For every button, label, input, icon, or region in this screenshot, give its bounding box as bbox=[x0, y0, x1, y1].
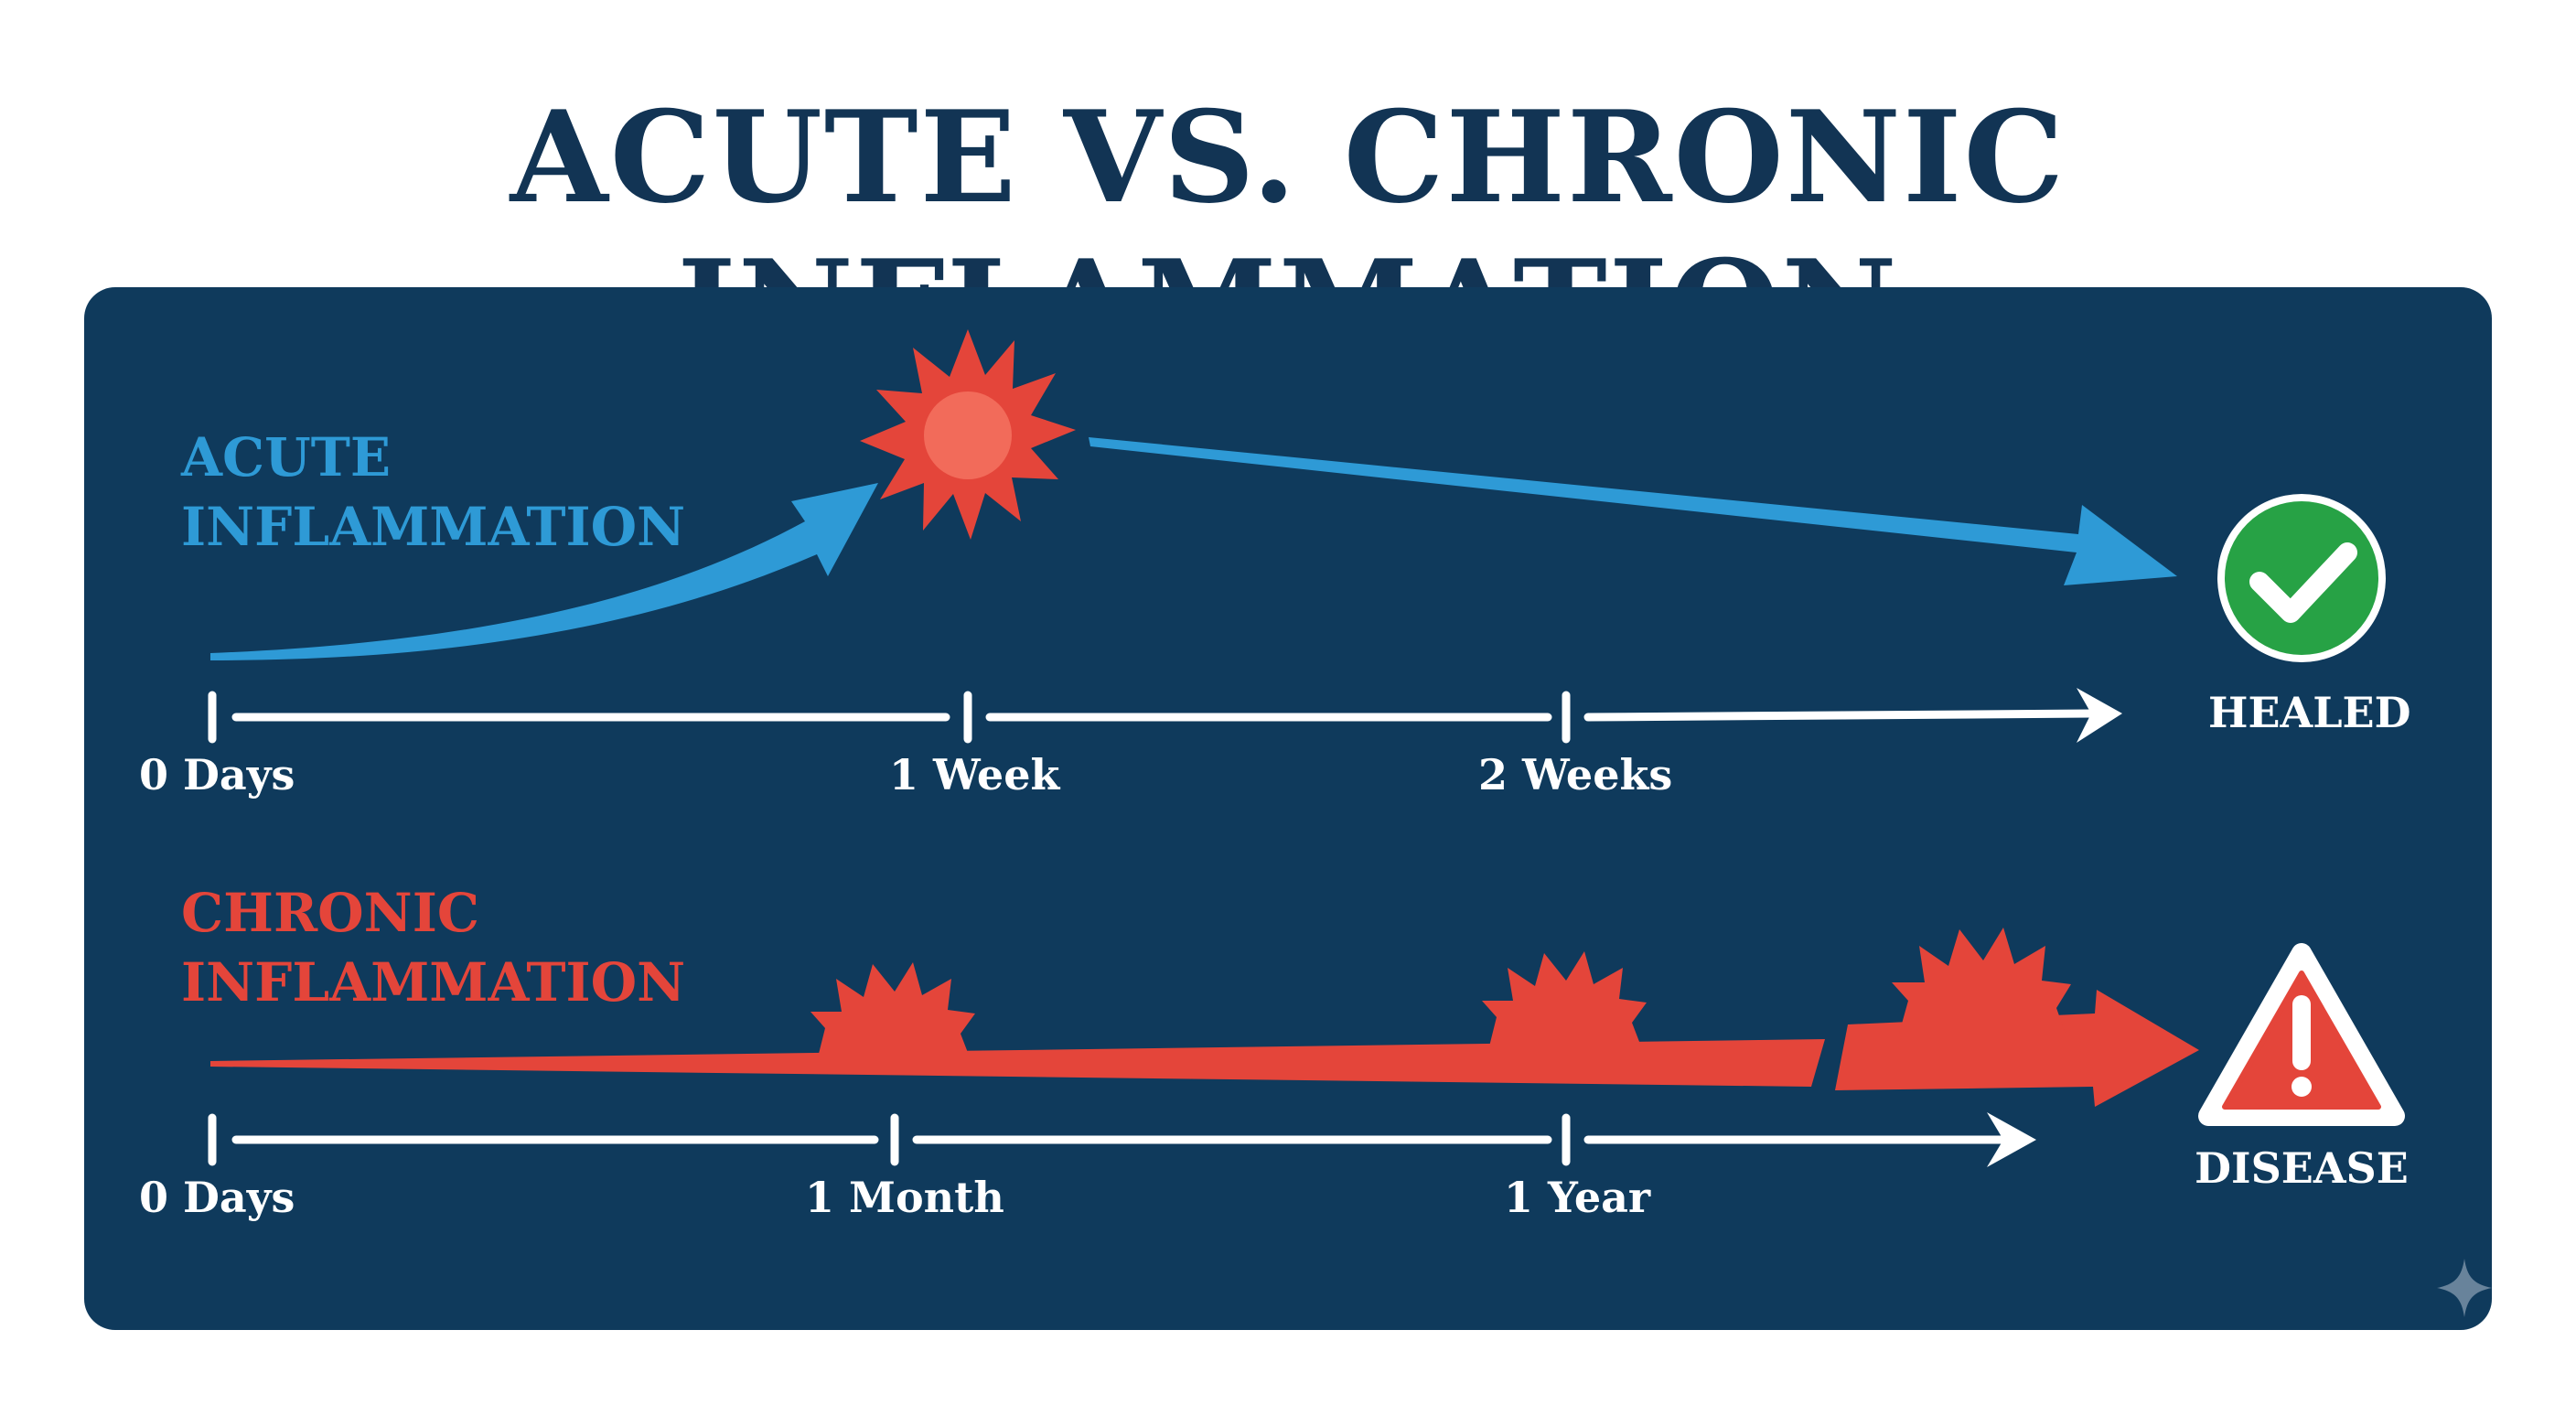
acute-tick-label: 1 Week bbox=[889, 750, 1060, 799]
acute-falling-arrow bbox=[1089, 437, 2177, 585]
chronic-section-title: CHRONIC INFLAMMATION bbox=[181, 878, 685, 1017]
acute-burst-icon bbox=[860, 329, 1076, 540]
chronic-time-axis bbox=[208, 1113, 2013, 1166]
healed-label: HEALED bbox=[2208, 688, 2411, 737]
acute-tick-label: 0 Days bbox=[139, 750, 295, 799]
disease-label: DISEASE bbox=[2195, 1143, 2409, 1193]
acute-tick-label: 2 Weeks bbox=[1478, 750, 1673, 799]
acute-section-title: ACUTE INFLAMMATION bbox=[181, 423, 685, 562]
acute-label-line2: INFLAMMATION bbox=[181, 496, 686, 558]
check-circle-icon bbox=[2217, 494, 2386, 662]
chronic-burst-icon-2 bbox=[1482, 951, 1647, 1046]
warning-triangle-icon bbox=[2198, 943, 2405, 1126]
chronic-arrow bbox=[210, 990, 2199, 1107]
chronic-label-line1: CHRONIC bbox=[181, 882, 479, 944]
chronic-tick-label: 0 Days bbox=[139, 1173, 295, 1222]
acute-time-axis bbox=[208, 691, 2099, 744]
acute-label-line1: ACUTE bbox=[181, 426, 392, 488]
acute-axis-arrowhead bbox=[2077, 688, 2122, 743]
acute-rising-arrow bbox=[210, 483, 878, 660]
sparkle-icon bbox=[2437, 1259, 2492, 1317]
chronic-tick-label: 1 Year bbox=[1504, 1173, 1651, 1222]
chronic-tick-label: 1 Month bbox=[805, 1173, 1004, 1222]
chronic-burst-icon-3 bbox=[1892, 928, 2071, 1034]
chronic-axis-arrowhead bbox=[1987, 1112, 2036, 1167]
chronic-label-line2: INFLAMMATION bbox=[181, 951, 686, 1014]
chronic-burst-icon-1 bbox=[810, 962, 975, 1057]
